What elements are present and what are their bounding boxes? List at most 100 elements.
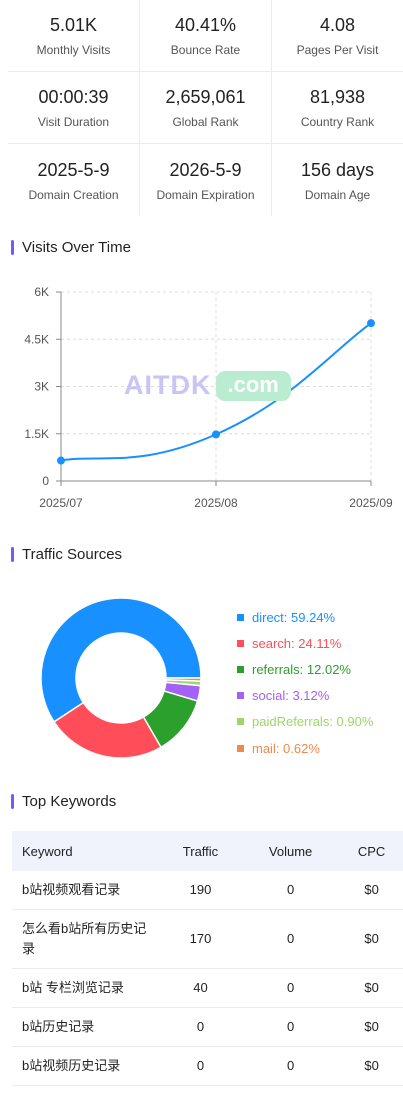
legend-swatch bbox=[237, 639, 244, 647]
traffic-section-title: Traffic Sources bbox=[11, 546, 122, 563]
stats-grid: 5.01K Monthly Visits 40.41% Bounce Rate … bbox=[8, 0, 403, 216]
traffic-cell: 0 bbox=[160, 1046, 241, 1086]
cpc-cell: $0 bbox=[340, 871, 403, 910]
traffic-donut-chart bbox=[40, 597, 202, 759]
stat-label: Domain Creation bbox=[28, 187, 119, 202]
legend-item-search[interactable]: search: 24.11% bbox=[237, 630, 373, 656]
legend-label: paidReferrals: 0.90% bbox=[252, 714, 374, 730]
stat-domain-age: 156 days Domain Age bbox=[272, 144, 403, 216]
stat-value: 2,659,061 bbox=[165, 87, 246, 107]
visits-section-title: Visits Over Time bbox=[11, 239, 131, 256]
traffic-cell: 0 bbox=[160, 1007, 241, 1047]
table-row: b站历史记录 0 0 $0 bbox=[12, 1007, 403, 1047]
stat-domain-expiration: 2026-5-9 Domain Expiration bbox=[140, 144, 272, 216]
legend-item-mail[interactable]: mail: 0.62% bbox=[237, 735, 373, 761]
stat-domain-creation: 2025-5-9 Domain Creation bbox=[8, 144, 140, 216]
legend-label: direct: 59.24% bbox=[252, 609, 336, 625]
table-row: b站视频历史记录 0 0 $0 bbox=[12, 1046, 403, 1086]
stat-value: 2026-5-9 bbox=[169, 159, 242, 180]
traffic-cell: 170 bbox=[160, 909, 241, 969]
title-accent-bar bbox=[11, 794, 14, 809]
stat-value: 40.41% bbox=[174, 15, 237, 35]
cpc-cell: $0 bbox=[340, 968, 403, 1008]
x-tick-label: 2025/08 bbox=[194, 496, 238, 510]
visits-title-text: Visits Over Time bbox=[22, 239, 131, 256]
traffic-title-text: Traffic Sources bbox=[22, 546, 123, 563]
visits-data-point bbox=[367, 319, 375, 328]
stat-country-rank: 81,938 Country Rank bbox=[272, 72, 403, 143]
stat-monthly-visits: 5.01K Monthly Visits bbox=[8, 0, 140, 71]
title-accent-bar bbox=[11, 547, 14, 562]
visits-line-chart: 0 1.5K 3K 4.5K 6K 2025/07 2025/08 2025/09 bbox=[24, 285, 393, 510]
volume-cell: 0 bbox=[240, 909, 341, 969]
stat-label: Domain Age bbox=[304, 187, 371, 202]
visits-data-point bbox=[212, 430, 220, 439]
legend-item-direct[interactable]: direct: 59.24% bbox=[237, 604, 373, 630]
y-tick-label: 1.5K bbox=[24, 427, 49, 441]
stat-bounce-rate: 40.41% Bounce Rate bbox=[140, 0, 272, 71]
stat-pages-per-visit: 4.08 Pages Per Visit bbox=[272, 0, 403, 71]
legend-swatch bbox=[237, 692, 244, 700]
stat-value: 2025-5-9 bbox=[37, 159, 110, 180]
keyword-cell: b站历史记录 bbox=[12, 1007, 160, 1047]
stat-label: Global Rank bbox=[172, 115, 239, 129]
donut-slice-mail bbox=[165, 677, 202, 682]
traffic-legend: direct: 59.24% search: 24.11% referrals: 1… bbox=[237, 604, 373, 761]
legend-label: mail: 0.62% bbox=[252, 740, 320, 756]
donut-slice-search bbox=[53, 701, 163, 759]
keywords-table: Keyword Traffic Volume CPC b站视频观看记录 190 … bbox=[12, 831, 403, 1086]
stats-row: 5.01K Monthly Visits 40.41% Bounce Rate … bbox=[8, 0, 403, 72]
header-keyword: Keyword bbox=[12, 831, 160, 871]
header-volume: Volume bbox=[240, 831, 341, 871]
traffic-cell: 190 bbox=[160, 871, 241, 910]
keyword-cell: 怎么看b站所有历史记录 bbox=[12, 909, 160, 969]
stats-row: 00:00:39 Visit Duration 2,659,061 Global… bbox=[8, 72, 403, 144]
table-row: b站视频观看记录 190 0 $0 bbox=[12, 871, 403, 910]
legend-label: social: 3.12% bbox=[252, 688, 330, 704]
table-row: 怎么看b站所有历史记录 170 0 $0 bbox=[12, 909, 403, 969]
volume-cell: 0 bbox=[240, 1007, 341, 1047]
keyword-cell: b站视频观看记录 bbox=[12, 871, 160, 910]
stat-label: Country Rank bbox=[300, 115, 375, 129]
legend-swatch bbox=[237, 665, 244, 673]
stats-row: 2025-5-9 Domain Creation 2026-5-9 Domain… bbox=[8, 144, 403, 216]
stat-value: 00:00:39 bbox=[38, 87, 109, 107]
legend-item-referrals[interactable]: referrals: 12.02% bbox=[237, 656, 373, 682]
donut-slice-direct bbox=[40, 597, 202, 723]
stat-value: 156 days bbox=[300, 159, 375, 180]
visits-data-point bbox=[57, 456, 65, 465]
stat-global-rank: 2,659,061 Global Rank bbox=[140, 72, 272, 143]
legend-swatch bbox=[237, 613, 244, 621]
stat-label: Bounce Rate bbox=[170, 43, 241, 57]
stat-value: 81,938 bbox=[309, 87, 366, 107]
cpc-cell: $0 bbox=[340, 1007, 403, 1047]
legend-item-paidReferrals[interactable]: paidReferrals: 0.90% bbox=[237, 709, 373, 735]
stat-label: Pages Per Visit bbox=[296, 43, 379, 57]
stat-label: Visit Duration bbox=[37, 115, 110, 129]
y-tick-label: 6K bbox=[34, 285, 49, 299]
legend-swatch bbox=[237, 718, 244, 726]
legend-swatch bbox=[237, 744, 244, 752]
volume-cell: 0 bbox=[240, 968, 341, 1008]
cpc-cell: $0 bbox=[340, 1046, 403, 1086]
legend-label: search: 24.11% bbox=[252, 635, 342, 651]
stat-value: 4.08 bbox=[319, 15, 356, 35]
y-tick-label: 4.5K bbox=[24, 332, 49, 346]
cpc-cell: $0 bbox=[340, 909, 403, 969]
header-cpc: CPC bbox=[340, 831, 403, 871]
legend-label: referrals: 12.02% bbox=[252, 661, 351, 677]
keyword-cell: b站视频历史记录 bbox=[12, 1046, 160, 1086]
keyword-cell: b站 专栏浏览记录 bbox=[12, 968, 160, 1008]
y-tick-label: 3K bbox=[34, 380, 49, 394]
stat-label: Domain Expiration bbox=[156, 187, 255, 202]
keywords-section-title: Top Keywords bbox=[11, 793, 116, 810]
legend-item-social[interactable]: social: 3.12% bbox=[237, 683, 373, 709]
y-tick-label: 0 bbox=[42, 474, 49, 488]
volume-cell: 0 bbox=[240, 1046, 341, 1086]
traffic-cell: 40 bbox=[160, 968, 241, 1008]
x-tick-label: 2025/07 bbox=[39, 496, 83, 510]
title-accent-bar bbox=[11, 240, 14, 255]
stat-visit-duration: 00:00:39 Visit Duration bbox=[8, 72, 140, 143]
volume-cell: 0 bbox=[240, 871, 341, 910]
table-header-row: Keyword Traffic Volume CPC bbox=[12, 831, 403, 871]
